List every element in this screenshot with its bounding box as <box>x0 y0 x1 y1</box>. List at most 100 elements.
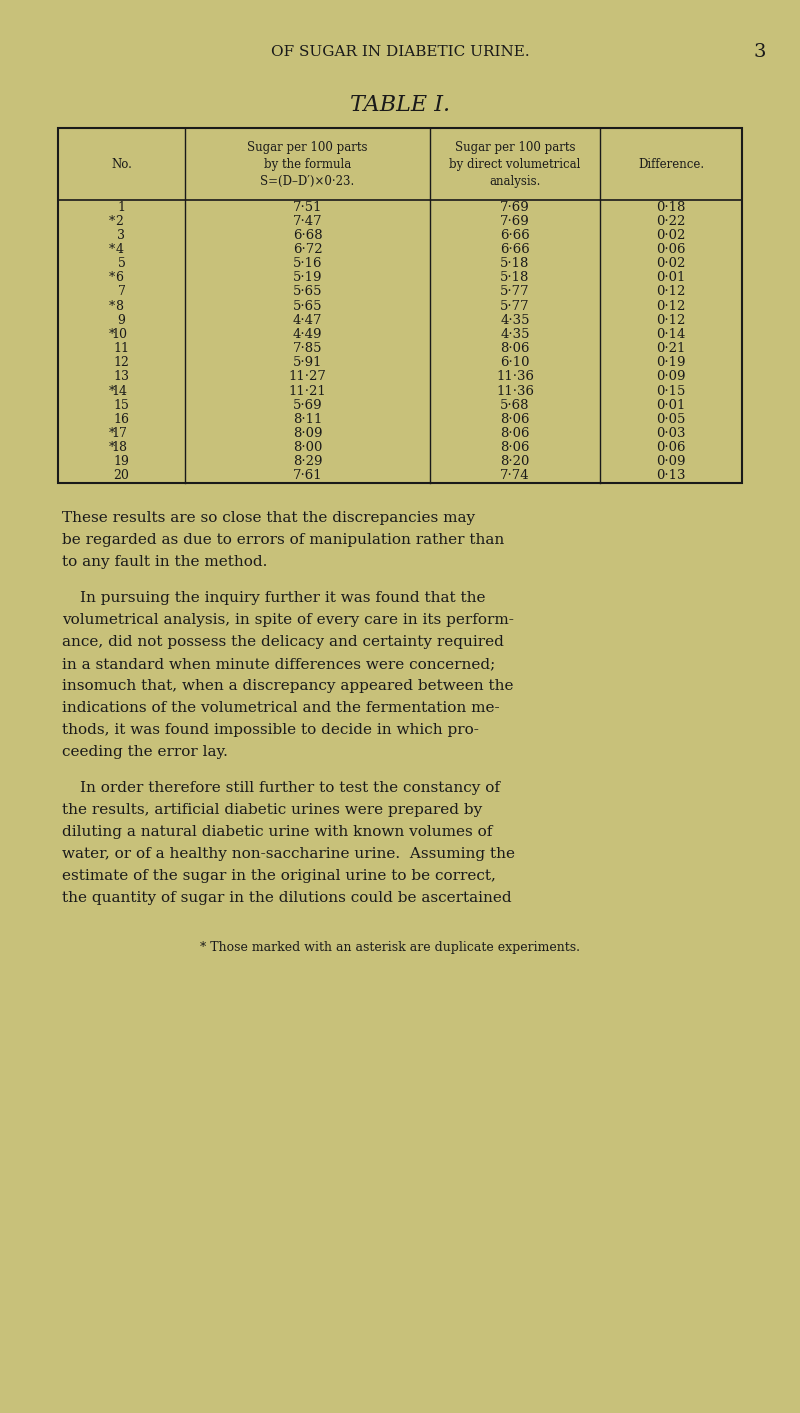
Text: 6·10: 6·10 <box>500 356 530 369</box>
Text: 0·12: 0·12 <box>656 285 686 298</box>
Text: 8·06: 8·06 <box>500 441 530 454</box>
Text: 0·09: 0·09 <box>656 370 686 383</box>
Text: 5·18: 5·18 <box>500 271 530 284</box>
Text: * Those marked with an asterisk are duplicate experiments.: * Those marked with an asterisk are dupl… <box>200 941 580 954</box>
Text: 5·65: 5·65 <box>293 285 322 298</box>
Text: 8·06: 8·06 <box>500 413 530 425</box>
Text: 1: 1 <box>118 201 126 213</box>
Text: 20: 20 <box>114 469 130 482</box>
Text: insomuch that, when a discrepancy appeared between the: insomuch that, when a discrepancy appear… <box>62 680 514 692</box>
Text: *: * <box>110 300 115 312</box>
Text: 0·18: 0·18 <box>656 201 686 213</box>
Text: the quantity of sugar in the dilutions could be ascertained: the quantity of sugar in the dilutions c… <box>62 892 512 904</box>
Text: 0·14: 0·14 <box>656 328 686 341</box>
Text: 5·68: 5·68 <box>500 398 530 411</box>
Text: In pursuing the inquiry further it was found that the: In pursuing the inquiry further it was f… <box>80 591 486 605</box>
Text: *: * <box>110 215 115 227</box>
Text: 13: 13 <box>114 370 130 383</box>
Text: Sugar per 100 parts
by direct volumetrical
analysis.: Sugar per 100 parts by direct volumetric… <box>450 140 581 188</box>
Text: 4·49: 4·49 <box>293 328 322 341</box>
Text: 5·65: 5·65 <box>293 300 322 312</box>
Text: 8: 8 <box>115 300 123 312</box>
Text: diluting a natural diabetic urine with known volumes of: diluting a natural diabetic urine with k… <box>62 825 492 839</box>
Text: 5·77: 5·77 <box>500 300 530 312</box>
Text: ceeding the error lay.: ceeding the error lay. <box>62 745 228 759</box>
Text: 11·21: 11·21 <box>289 384 326 397</box>
Text: 9: 9 <box>118 314 126 326</box>
Text: *: * <box>110 243 115 256</box>
Text: 0·15: 0·15 <box>656 384 686 397</box>
Text: *: * <box>110 271 115 284</box>
Text: 6·72: 6·72 <box>293 243 322 256</box>
Text: 0·12: 0·12 <box>656 314 686 326</box>
Text: *: * <box>110 441 115 454</box>
Text: 5·77: 5·77 <box>500 285 530 298</box>
Text: 5·18: 5·18 <box>500 257 530 270</box>
Text: 17: 17 <box>111 427 127 439</box>
Text: 4: 4 <box>115 243 123 256</box>
Text: 7: 7 <box>118 285 126 298</box>
Text: 11: 11 <box>114 342 130 355</box>
Text: 7·51: 7·51 <box>293 201 322 213</box>
Text: These results are so close that the discrepancies may: These results are so close that the disc… <box>62 512 475 526</box>
Text: 18: 18 <box>111 441 127 454</box>
Text: 0·02: 0·02 <box>656 229 686 242</box>
Text: 7·85: 7·85 <box>293 342 322 355</box>
Text: indications of the volumetrical and the fermentation me-: indications of the volumetrical and the … <box>62 701 500 715</box>
Text: Difference.: Difference. <box>638 157 704 171</box>
Text: 6: 6 <box>115 271 123 284</box>
Text: 11·27: 11·27 <box>289 370 326 383</box>
Text: 8·06: 8·06 <box>500 427 530 439</box>
Text: ance, did not possess the delicacy and certainty required: ance, did not possess the delicacy and c… <box>62 634 504 649</box>
Text: 0·03: 0·03 <box>656 427 686 439</box>
Text: 0·19: 0·19 <box>656 356 686 369</box>
Text: 7·69: 7·69 <box>500 215 530 227</box>
Text: *: * <box>110 328 115 341</box>
Text: water, or of a healthy non-saccharine urine.  Assuming the: water, or of a healthy non-saccharine ur… <box>62 846 515 861</box>
Text: 8·11: 8·11 <box>293 413 322 425</box>
Text: 7·74: 7·74 <box>500 469 530 482</box>
Text: No.: No. <box>111 157 132 171</box>
Text: 3: 3 <box>118 229 126 242</box>
Text: 15: 15 <box>114 398 130 411</box>
Text: *: * <box>110 427 115 439</box>
Text: 19: 19 <box>114 455 130 468</box>
Text: 0·01: 0·01 <box>656 398 686 411</box>
Text: OF SUGAR IN DIABETIC URINE.: OF SUGAR IN DIABETIC URINE. <box>270 45 530 59</box>
Text: 0·22: 0·22 <box>656 215 686 227</box>
Text: 5: 5 <box>118 257 126 270</box>
Text: 4·35: 4·35 <box>500 314 530 326</box>
Text: be regarded as due to errors of manipulation rather than: be regarded as due to errors of manipula… <box>62 533 504 547</box>
Text: estimate of the sugar in the original urine to be correct,: estimate of the sugar in the original ur… <box>62 869 496 883</box>
Text: 6·66: 6·66 <box>500 243 530 256</box>
Text: to any fault in the method.: to any fault in the method. <box>62 555 267 569</box>
Text: 10: 10 <box>111 328 127 341</box>
Text: 4·47: 4·47 <box>293 314 322 326</box>
Text: 7·47: 7·47 <box>293 215 322 227</box>
Text: 6·68: 6·68 <box>293 229 322 242</box>
Text: 0·06: 0·06 <box>656 243 686 256</box>
Text: 11·36: 11·36 <box>496 370 534 383</box>
Text: 8·20: 8·20 <box>500 455 530 468</box>
Text: 0·02: 0·02 <box>656 257 686 270</box>
Text: 0·05: 0·05 <box>656 413 686 425</box>
Text: 3: 3 <box>754 42 766 61</box>
Text: 6·66: 6·66 <box>500 229 530 242</box>
Text: 0·21: 0·21 <box>656 342 686 355</box>
Text: 5·16: 5·16 <box>293 257 322 270</box>
Text: 8·29: 8·29 <box>293 455 322 468</box>
Text: 14: 14 <box>111 384 127 397</box>
Text: 0·13: 0·13 <box>656 469 686 482</box>
Text: 0·01: 0·01 <box>656 271 686 284</box>
Text: TABLE I.: TABLE I. <box>350 95 450 116</box>
Text: 11·36: 11·36 <box>496 384 534 397</box>
Text: 7·69: 7·69 <box>500 201 530 213</box>
Text: 0·12: 0·12 <box>656 300 686 312</box>
Text: 8·09: 8·09 <box>293 427 322 439</box>
Text: the results, artificial diabetic urines were prepared by: the results, artificial diabetic urines … <box>62 803 482 817</box>
Text: 12: 12 <box>114 356 130 369</box>
Text: 4·35: 4·35 <box>500 328 530 341</box>
Bar <box>58 129 742 483</box>
Text: 0·06: 0·06 <box>656 441 686 454</box>
Text: 2: 2 <box>115 215 123 227</box>
